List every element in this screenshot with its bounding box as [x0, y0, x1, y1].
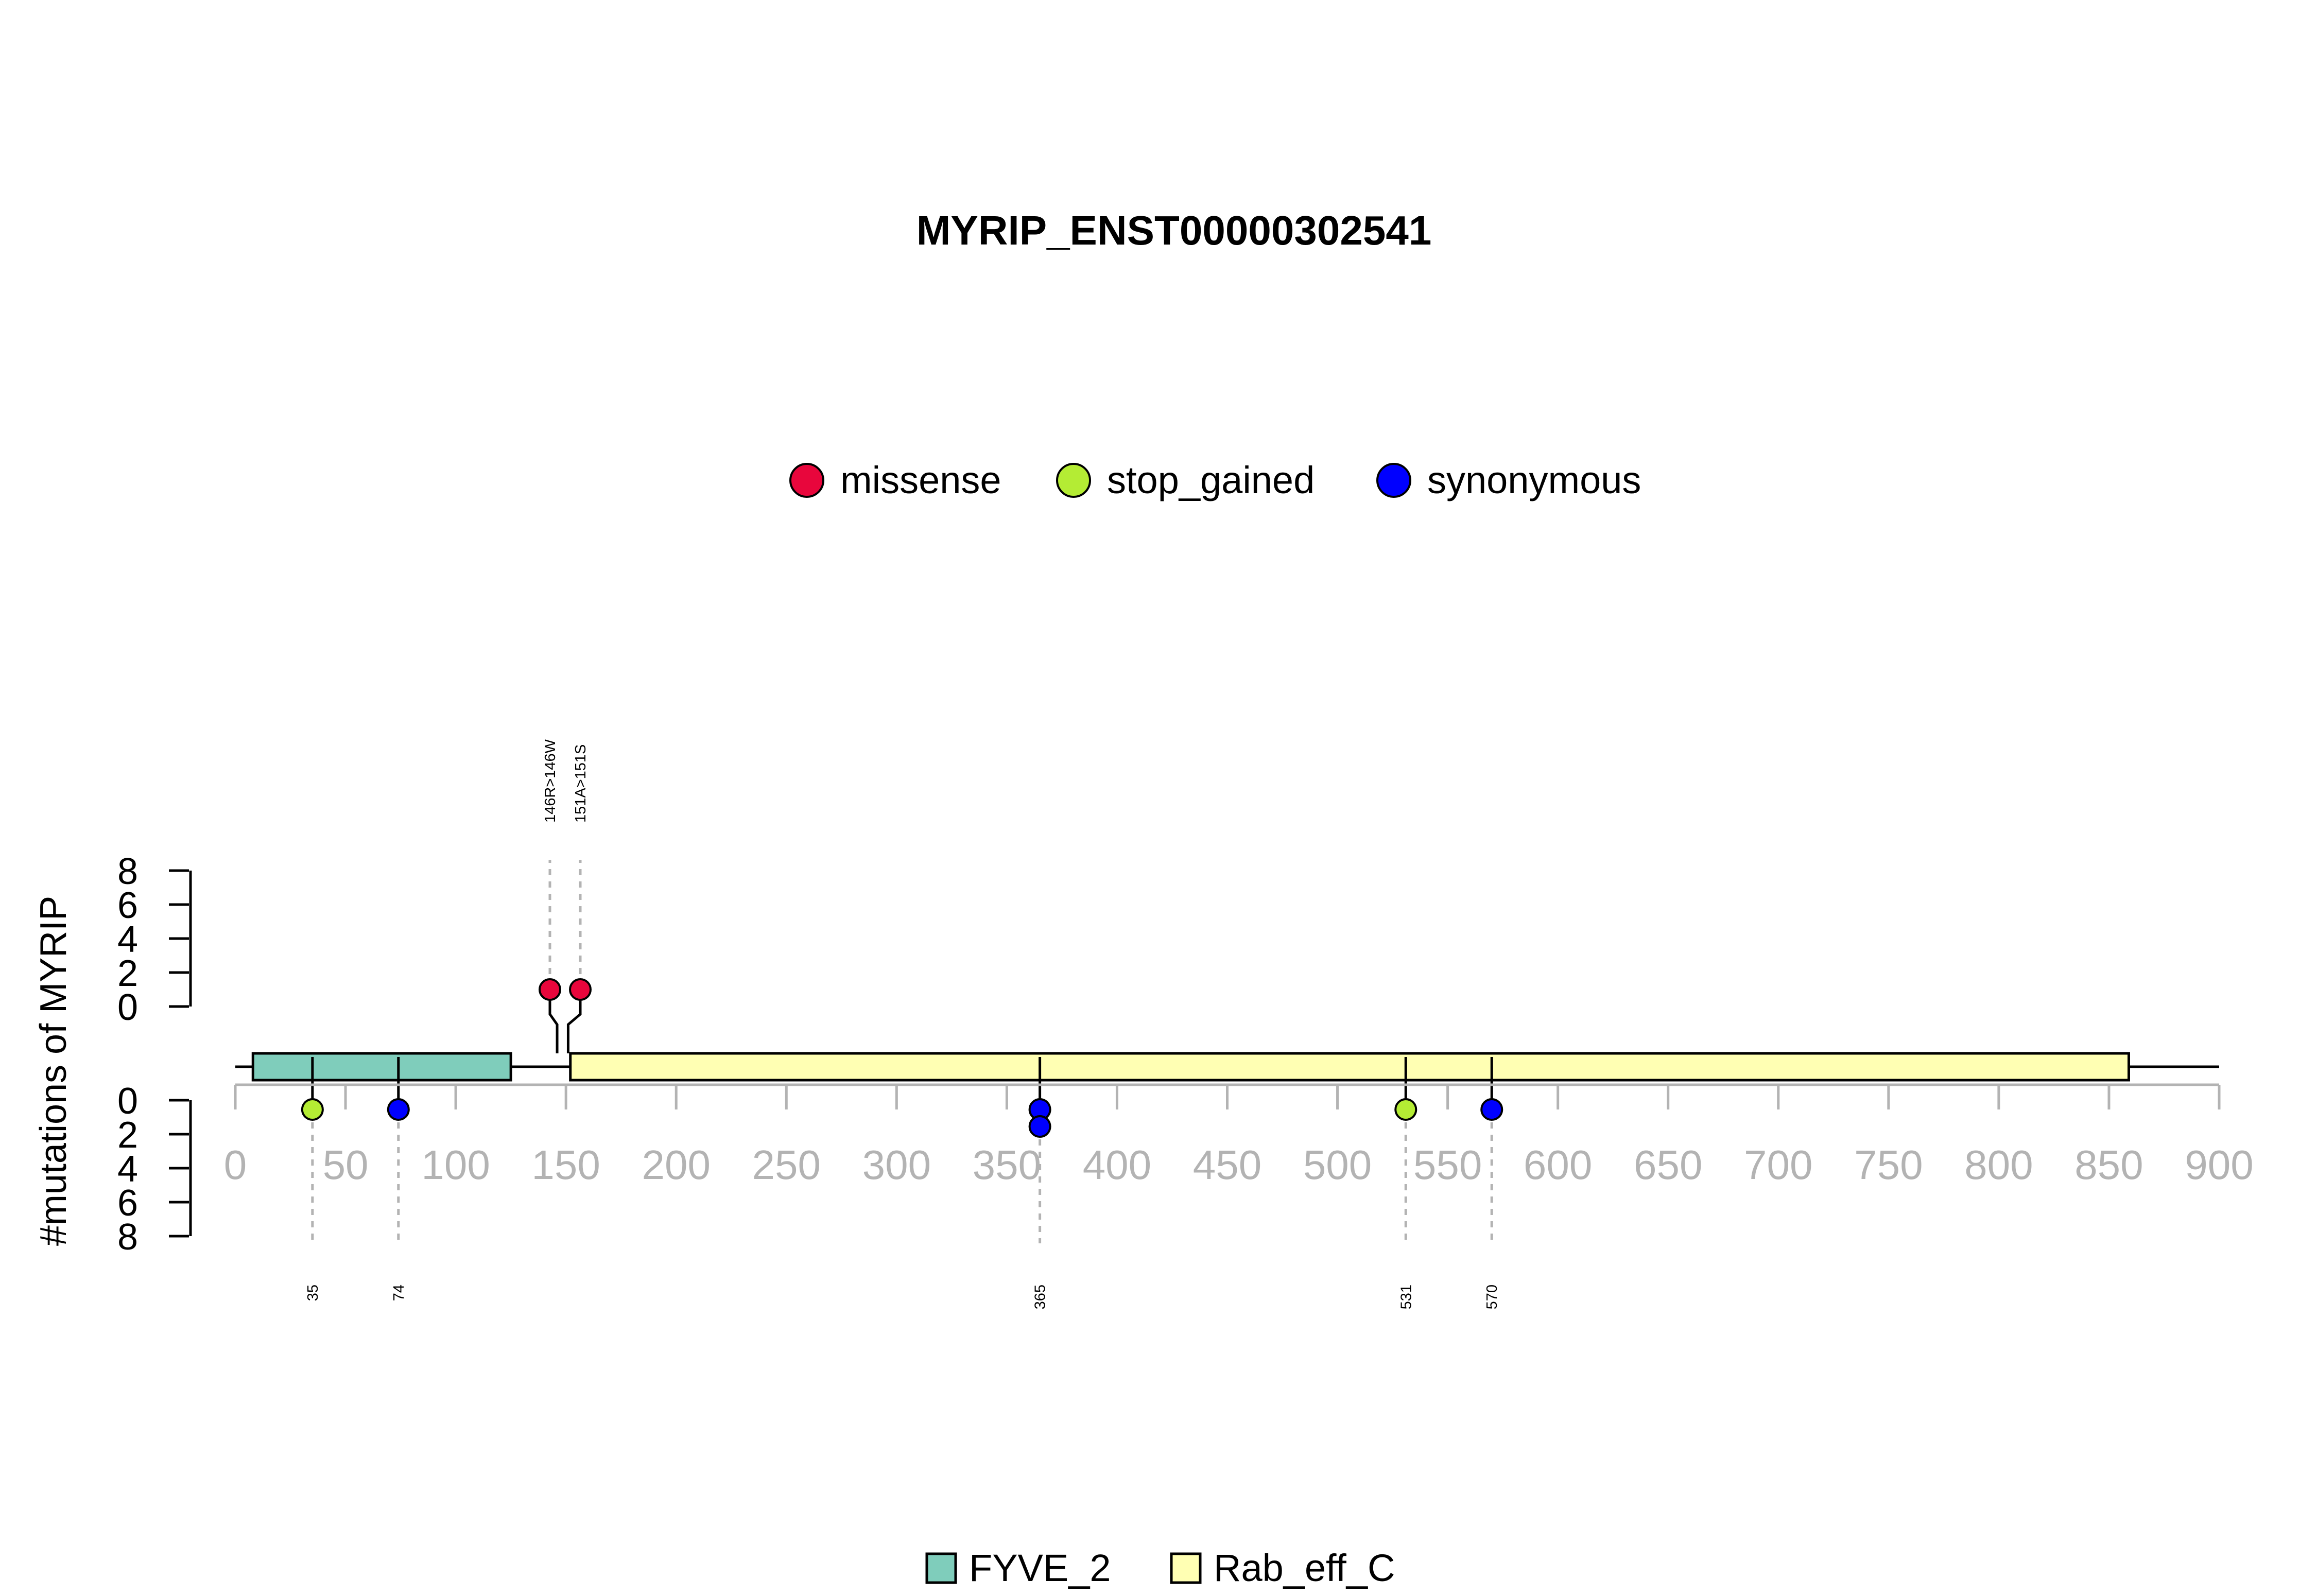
top-y-tick-label: 2: [117, 953, 138, 994]
x-tick-label: 600: [1524, 1142, 1592, 1188]
x-tick-label: 550: [1413, 1142, 1482, 1188]
lollipop-head-missense: [569, 978, 592, 1001]
x-tick-label: 500: [1303, 1142, 1372, 1188]
x-tick-label: 150: [531, 1142, 600, 1188]
legend-marker-stop_gained: [1056, 463, 1091, 498]
mutation-label: 151A>151S: [573, 744, 589, 823]
legend-label-synonymous: synonymous: [1427, 459, 1641, 501]
mutation-label: 570: [1484, 1285, 1500, 1309]
x-tick-label: 850: [2074, 1142, 2143, 1188]
x-tick-label: 300: [862, 1142, 931, 1188]
x-tick-label: 900: [2185, 1142, 2253, 1188]
lollipop-head-synonymous: [1028, 1115, 1051, 1138]
mutation-label: 146R>146W: [542, 739, 559, 823]
top-y-tick-label: 0: [117, 987, 138, 1028]
x-tick-label: 800: [1964, 1142, 2033, 1188]
x-tick-label: 200: [642, 1142, 710, 1188]
top-y-tick-label: 8: [117, 851, 138, 892]
bottom-y-tick-label: 6: [117, 1183, 138, 1224]
x-axis: 0 50 100 150 200 250 300 350 400 450 500 550 600 650 7…: [224, 1083, 2254, 1188]
x-tick-label: 450: [1193, 1142, 1261, 1188]
protein-backbone: [235, 1052, 2219, 1082]
mutation-label: 74: [391, 1285, 407, 1301]
chart-title: MYRIP_ENST00000302541: [917, 207, 1432, 253]
legend-label-missense: missense: [840, 459, 1001, 501]
legend-marker-synonymous: [1376, 463, 1411, 498]
lollipop-stem: [566, 1000, 582, 1053]
lollipop-head-synonymous: [1480, 1098, 1503, 1121]
legend-label-Rab_eff_C: Rab_eff_C: [1214, 1547, 1395, 1589]
mutation-label: 365: [1032, 1285, 1049, 1309]
x-tick-label: 250: [752, 1142, 821, 1188]
lollipop-head-missense: [539, 978, 561, 1001]
y-axis-label: #mutations of MYRIP: [33, 896, 74, 1246]
legend-marker-missense: [789, 463, 824, 498]
x-tick-label: 650: [1634, 1142, 1702, 1188]
lollipop-head-stop_gained: [301, 1098, 324, 1121]
domain-FYVE_2: [251, 1052, 512, 1082]
x-tick-label: 400: [1083, 1142, 1151, 1188]
bottom-y-tick-label: 2: [117, 1115, 138, 1156]
x-tick-label: 750: [1854, 1142, 1923, 1188]
legend-swatch-Rab_eff_C: [1170, 1552, 1202, 1584]
legend-label-FYVE_2: FYVE_2: [969, 1547, 1111, 1589]
legend-label-stop_gained: stop_gained: [1107, 459, 1315, 501]
lollipop-head-synonymous: [387, 1098, 410, 1121]
legend-swatch-FYVE_2: [925, 1552, 957, 1584]
x-tick-label: 350: [973, 1142, 1041, 1188]
x-tick-label: 700: [1744, 1142, 1812, 1188]
bottom-y-tick-label: 4: [117, 1149, 138, 1190]
x-tick-label: 0: [224, 1142, 247, 1188]
mutation-label: 531: [1398, 1285, 1414, 1309]
x-tick-label: 50: [323, 1142, 369, 1188]
domain-Rab_eff_C: [569, 1052, 2130, 1082]
lollipop-head-stop_gained: [1394, 1098, 1417, 1121]
top-y-tick-label: 4: [117, 919, 138, 960]
mutation-label: 35: [305, 1285, 321, 1301]
mutation-type-legend: missense stop_gained synonymous: [789, 459, 1641, 501]
lollipop-stem: [548, 1000, 559, 1053]
bottom-y-tick-label: 8: [117, 1217, 138, 1258]
bottom-y-tick-label: 0: [117, 1081, 138, 1122]
top-y-tick-label: 6: [117, 885, 138, 926]
domain-legend: FYVE_2 Rab_eff_C: [925, 1547, 1395, 1589]
x-tick-label: 100: [421, 1142, 490, 1188]
